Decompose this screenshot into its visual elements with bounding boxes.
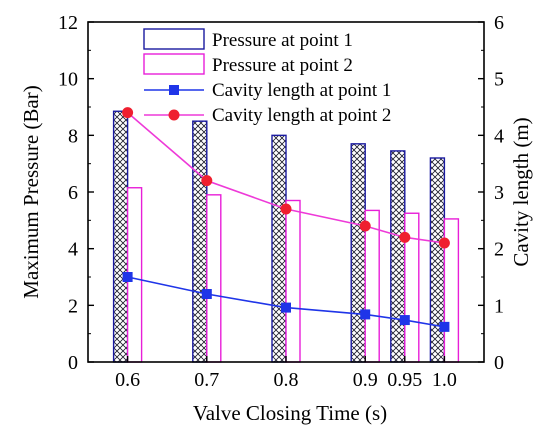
marker-cavity-point-1 bbox=[201, 289, 212, 299]
bar-pressure-point-2 bbox=[206, 194, 222, 363]
x-tick-label: 0.8 bbox=[274, 369, 299, 391]
right-tick-label: 4 bbox=[494, 125, 504, 147]
left-tick-label: 4 bbox=[68, 239, 78, 261]
marker-cavity-point-2 bbox=[201, 175, 213, 187]
left-tick-label: 0 bbox=[68, 352, 78, 374]
left-tick-label: 6 bbox=[68, 182, 78, 204]
right-tick-label: 0 bbox=[494, 352, 504, 374]
legend-label: Pressure at point 2 bbox=[212, 55, 353, 76]
marker-cavity-point-2 bbox=[122, 107, 134, 119]
bar-pressure-point-1 bbox=[271, 134, 287, 363]
marker-cavity-point-1 bbox=[122, 272, 133, 282]
line-cavity-length-point-2 bbox=[127, 112, 445, 244]
right-tick-label: 5 bbox=[494, 69, 504, 91]
right-tick-label: 6 bbox=[494, 12, 504, 34]
left-tick-label: 8 bbox=[68, 125, 78, 147]
legend-label: Pressure at point 1 bbox=[212, 30, 353, 51]
bar-pressure-point-1 bbox=[390, 150, 406, 363]
left-tick-label: 2 bbox=[68, 295, 78, 317]
bar-pressure-point-2 bbox=[285, 199, 301, 363]
legend-marker-circle bbox=[168, 109, 180, 121]
marker-cavity-point-2 bbox=[399, 231, 411, 243]
lines-layer bbox=[122, 107, 450, 332]
left-tick-label: 12 bbox=[58, 12, 78, 34]
marker-cavity-point-1 bbox=[281, 302, 291, 313]
x-axis-label: Valve Closing Time (s) bbox=[193, 401, 387, 425]
bar-pressure-point-2 bbox=[364, 209, 380, 363]
bar-pressure-point-1 bbox=[192, 120, 208, 363]
x-tick-label: 0.6 bbox=[115, 369, 140, 391]
right-tick-label: 3 bbox=[494, 182, 504, 204]
bar-pressure-point-1 bbox=[350, 143, 366, 363]
bar-pressure-point-1 bbox=[112, 110, 129, 363]
marker-cavity-point-2 bbox=[280, 203, 292, 215]
legend-label: Cavity length at point 1 bbox=[212, 80, 391, 101]
legend-label: Cavity length at point 2 bbox=[212, 105, 391, 126]
right-tick-label: 2 bbox=[494, 239, 504, 261]
left-tick-label: 10 bbox=[58, 69, 78, 91]
marker-cavity-point-2 bbox=[438, 237, 450, 249]
y-axis-label-left: Maximum Pressure (Bar) bbox=[19, 85, 43, 298]
y-axis-label-right: Cavity length (m) bbox=[509, 117, 533, 266]
legend-swatch-bar bbox=[143, 28, 205, 50]
right-tick-label: 1 bbox=[494, 295, 504, 317]
x-tick-label: 1.0 bbox=[432, 369, 457, 391]
marker-cavity-point-1 bbox=[399, 315, 410, 326]
marker-cavity-point-2 bbox=[359, 220, 371, 232]
x-tick-label: 0.95 bbox=[387, 369, 422, 391]
legend-marker-square bbox=[169, 85, 179, 95]
x-tick-label: 0.7 bbox=[194, 369, 219, 391]
legend-swatch-bar bbox=[143, 53, 205, 75]
line-cavity-length-point-1 bbox=[127, 276, 445, 328]
x-tick-label: 0.9 bbox=[353, 369, 378, 391]
marker-cavity-point-1 bbox=[439, 321, 450, 332]
legend: Pressure at point 1 Pressure at point 2 Ca… bbox=[143, 28, 391, 126]
marker-cavity-point-1 bbox=[360, 309, 371, 320]
